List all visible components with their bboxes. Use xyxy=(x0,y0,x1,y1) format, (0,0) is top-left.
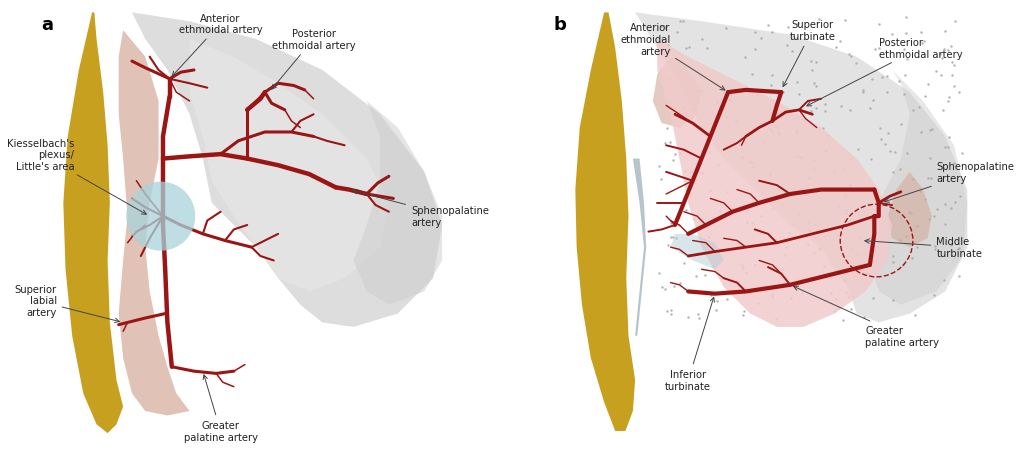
Polygon shape xyxy=(888,172,932,248)
Polygon shape xyxy=(575,14,635,431)
Text: Sphenopalatine
artery: Sphenopalatine artery xyxy=(885,162,1015,203)
Polygon shape xyxy=(119,31,189,415)
Polygon shape xyxy=(657,40,892,327)
Polygon shape xyxy=(671,235,724,270)
Text: Anterior
ethmoidal
artery: Anterior ethmoidal artery xyxy=(621,23,725,91)
Text: Posterior
ethmoidal artery: Posterior ethmoidal artery xyxy=(271,29,355,90)
Text: Superior
labial
artery: Superior labial artery xyxy=(14,284,120,323)
Text: Inferior
turbinate: Inferior turbinate xyxy=(666,298,715,391)
Text: Greater
palatine artery: Greater palatine artery xyxy=(794,286,939,347)
Polygon shape xyxy=(132,14,442,327)
Polygon shape xyxy=(865,71,968,305)
Text: a: a xyxy=(41,15,53,33)
Circle shape xyxy=(126,182,196,251)
Text: Posterior
ethmoidal artery: Posterior ethmoidal artery xyxy=(807,38,963,106)
Text: Middle
turbinate: Middle turbinate xyxy=(865,237,982,258)
Text: Greater
palatine artery: Greater palatine artery xyxy=(183,375,258,442)
Polygon shape xyxy=(353,102,442,305)
Text: Sphenopalatine
artery: Sphenopalatine artery xyxy=(352,190,489,227)
Polygon shape xyxy=(633,159,646,336)
Text: Superior
turbinate: Superior turbinate xyxy=(783,20,836,87)
Text: b: b xyxy=(553,15,566,33)
Text: Anterior
ethmoidal artery: Anterior ethmoidal artery xyxy=(172,14,262,77)
Text: Kiesselbach's
plexus/
Little's area: Kiesselbach's plexus/ Little's area xyxy=(7,138,146,215)
Polygon shape xyxy=(653,58,701,128)
Polygon shape xyxy=(63,14,123,433)
Polygon shape xyxy=(635,14,968,323)
Polygon shape xyxy=(189,40,389,292)
